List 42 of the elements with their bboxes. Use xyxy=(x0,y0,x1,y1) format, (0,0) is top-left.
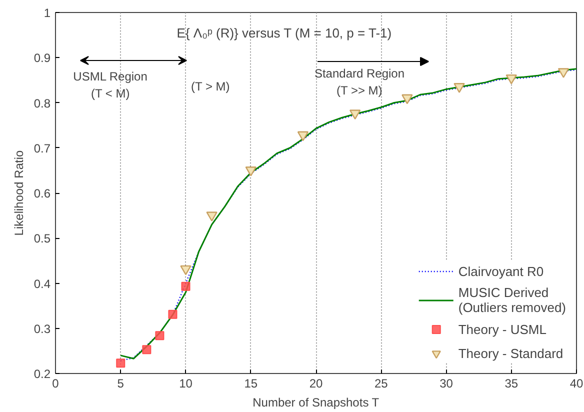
y-tick-label: 0.8 xyxy=(34,96,51,110)
y-axis-title: Likelihood Ratio xyxy=(12,150,26,236)
point xyxy=(180,265,192,276)
point xyxy=(558,68,570,78)
y-tick-label: 1 xyxy=(44,6,51,20)
point xyxy=(206,212,218,222)
point xyxy=(297,131,309,142)
x-tick-label: 5 xyxy=(117,376,124,390)
annotation: (T > M) xyxy=(191,80,230,94)
y-tick-label: 0.2 xyxy=(34,367,51,381)
point xyxy=(454,83,465,93)
point xyxy=(245,166,256,176)
annotation: Standard Region (T >> M) xyxy=(314,66,405,98)
point xyxy=(506,74,517,84)
point xyxy=(142,345,152,354)
point xyxy=(181,282,190,291)
point xyxy=(168,310,178,319)
legend-label: Theory - USML xyxy=(458,322,546,336)
legend-label: MUSIC Derived (Outliers removed) xyxy=(458,285,566,315)
y-tick-label: 0.6 xyxy=(34,186,51,200)
x-tick-label: 20 xyxy=(309,376,323,390)
point xyxy=(402,94,413,104)
annotation: USML Region (T < M) xyxy=(73,70,148,100)
x-tick-label: 15 xyxy=(244,376,258,390)
x-tick-label: 35 xyxy=(504,376,518,390)
point xyxy=(116,358,126,368)
x-tick-label: 10 xyxy=(179,376,193,390)
y-tick-label: 0.5 xyxy=(34,232,51,246)
legend-label: Theory - Standard xyxy=(458,346,564,360)
x-tick-label: 40 xyxy=(570,376,584,390)
x-tick-label: 25 xyxy=(374,376,388,390)
x-tick-label: 0 xyxy=(52,376,60,390)
text: E{ Λ₀ᵖ (R)} versus T (M = 10, p = T-1) xyxy=(176,26,392,40)
x-tick-label: 30 xyxy=(440,376,454,390)
point xyxy=(155,331,164,340)
legend-label: Clairvoyant R0 xyxy=(458,264,544,278)
x-axis-title: Number of Snapshots T xyxy=(252,396,380,410)
y-tick-label: 0.3 xyxy=(34,322,51,336)
y-tick-label: 0.4 xyxy=(34,276,51,291)
y-tick-label: 0.9 xyxy=(34,51,51,66)
point xyxy=(349,110,361,120)
y-tick-label: 0.7 xyxy=(34,141,51,156)
